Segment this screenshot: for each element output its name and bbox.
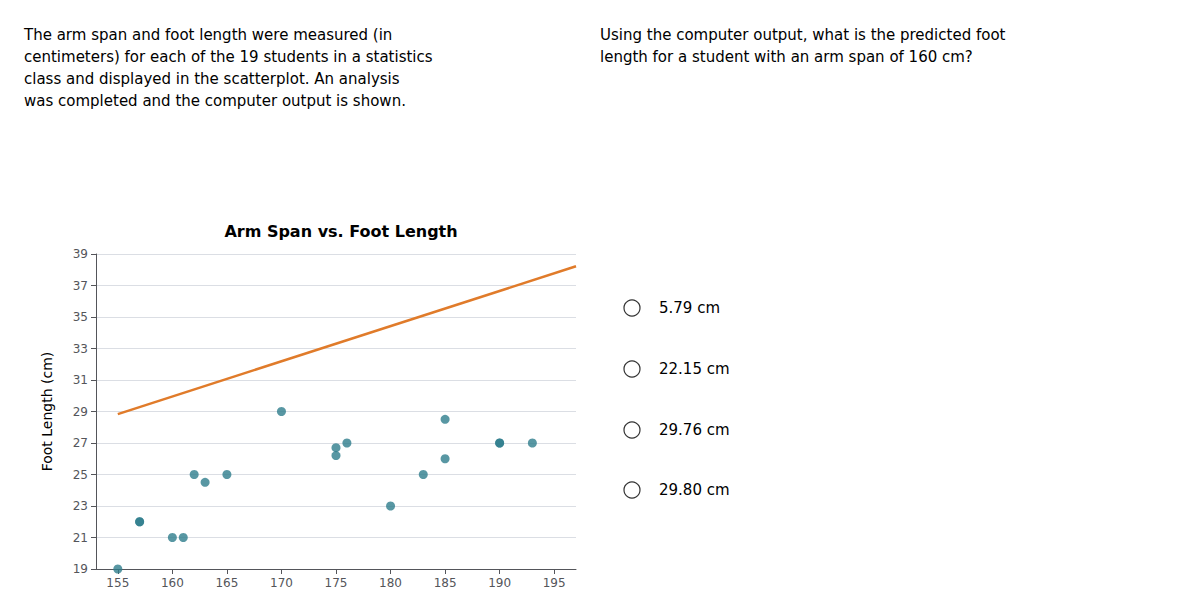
svg-text:175: 175 bbox=[325, 576, 348, 590]
svg-text:The arm span and foot length w: The arm span and foot length were measur… bbox=[23, 26, 392, 44]
svg-text:185: 185 bbox=[434, 576, 457, 590]
svg-text:29: 29 bbox=[73, 405, 88, 419]
svg-text:180: 180 bbox=[379, 576, 402, 590]
svg-text:Arm Span vs. Foot Length: Arm Span vs. Foot Length bbox=[224, 222, 457, 241]
svg-text:39: 39 bbox=[73, 247, 88, 261]
svg-text:19: 19 bbox=[73, 562, 88, 576]
svg-text:165: 165 bbox=[215, 576, 238, 590]
svg-text:33: 33 bbox=[73, 342, 88, 356]
svg-text:class and displayed in the sca: class and displayed in the scatterplot. … bbox=[24, 70, 400, 88]
svg-text:35: 35 bbox=[73, 310, 88, 324]
svg-text:25: 25 bbox=[73, 468, 88, 482]
svg-text:170: 170 bbox=[270, 576, 293, 590]
svg-text:22.15 cm: 22.15 cm bbox=[659, 360, 730, 378]
svg-text:37: 37 bbox=[73, 279, 88, 293]
svg-text:5.79 cm: 5.79 cm bbox=[659, 299, 720, 317]
svg-text:was completed and the computer: was completed and the computer output is… bbox=[24, 92, 406, 110]
svg-text:190: 190 bbox=[488, 576, 511, 590]
svg-text:29.80 cm: 29.80 cm bbox=[659, 481, 730, 499]
svg-text:centimeters) for each of the 1: centimeters) for each of the 19 students… bbox=[24, 48, 433, 66]
svg-text:21: 21 bbox=[73, 531, 88, 545]
svg-text:155: 155 bbox=[106, 576, 129, 590]
svg-text:160: 160 bbox=[161, 576, 184, 590]
svg-text:31: 31 bbox=[73, 373, 88, 387]
svg-text:29.76 cm: 29.76 cm bbox=[659, 421, 730, 439]
svg-text:length for a student with an a: length for a student with an arm span of… bbox=[600, 48, 973, 66]
svg-text:Foot Length (cm): Foot Length (cm) bbox=[39, 352, 55, 472]
svg-text:Using the computer output, wha: Using the computer output, what is the p… bbox=[600, 26, 1006, 44]
svg-text:195: 195 bbox=[543, 576, 566, 590]
svg-text:27: 27 bbox=[73, 436, 88, 450]
svg-text:23: 23 bbox=[73, 499, 88, 513]
